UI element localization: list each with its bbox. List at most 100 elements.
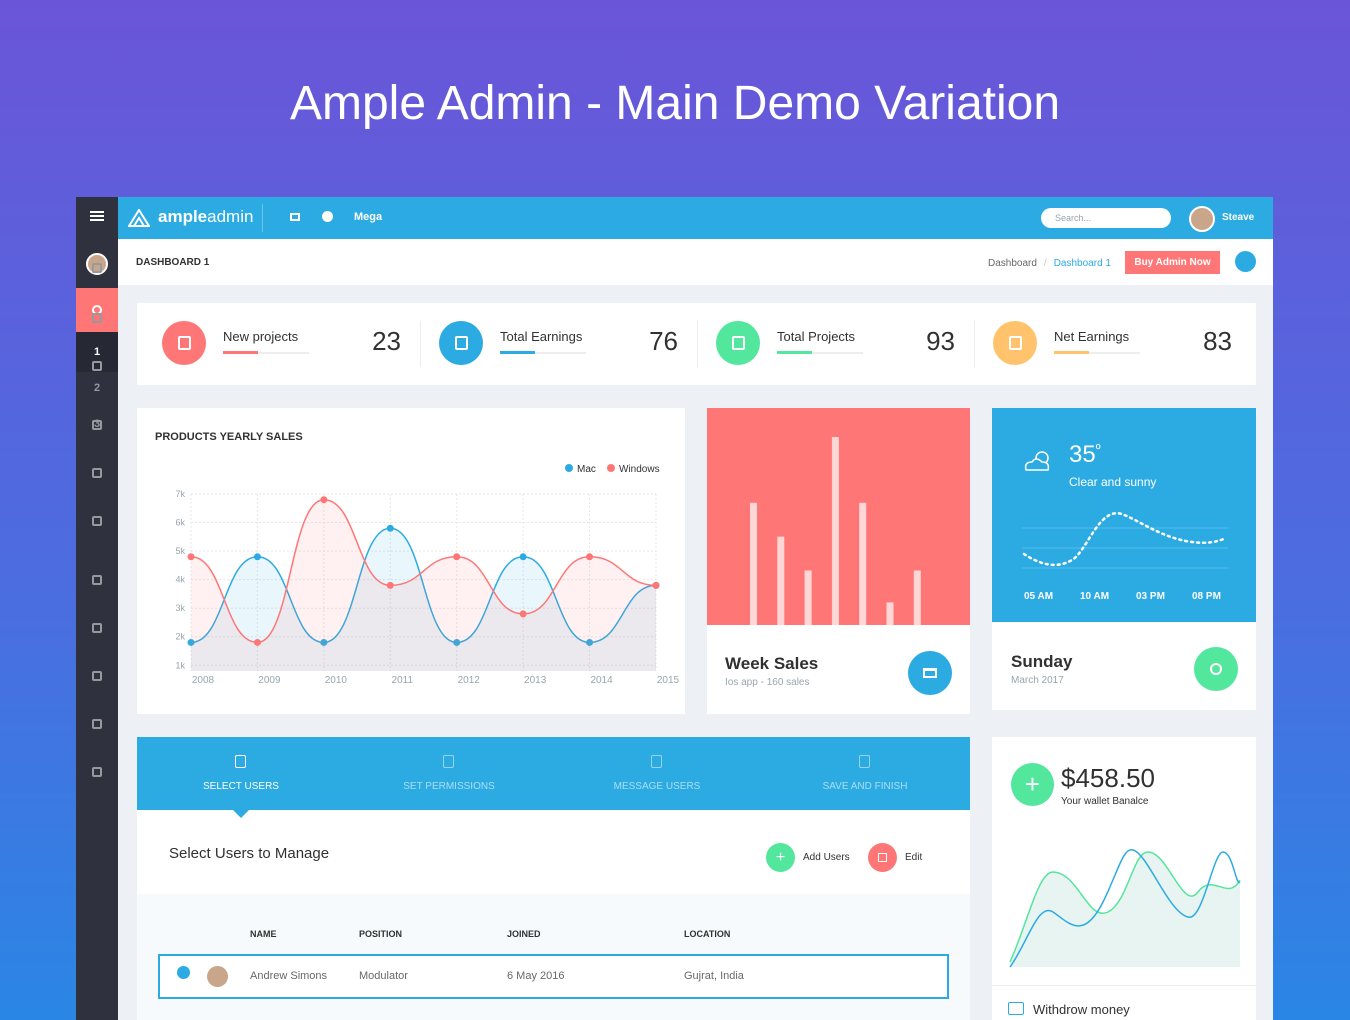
stat-progress (1054, 351, 1089, 354)
crumbs: Dashboard / Dashboard 1 (988, 258, 1111, 269)
sidebar-item[interactable]: 3 (93, 418, 101, 430)
y-tick-label: 6k (175, 518, 185, 528)
stat-track (777, 352, 863, 354)
user-avatar[interactable] (1189, 206, 1215, 232)
table-cell: Gujrat, India (684, 970, 744, 982)
temperature-value: 35 (1069, 441, 1096, 468)
hero-title: Ample Admin - Main Demo Variation (289, 77, 1061, 130)
sidebar-icon[interactable] (92, 719, 102, 729)
stat-label: Total Earnings (500, 329, 583, 344)
cart-button[interactable] (908, 651, 952, 695)
topbar: ampleadmin Mega Search... Steave (118, 197, 1273, 239)
page-title: DASHBOARD 1 (136, 257, 210, 268)
stat-label: New projects (223, 329, 299, 344)
tab[interactable]: SAVE AND FINISH (822, 781, 908, 792)
crumb[interactable]: Dashboard 1 (1053, 258, 1111, 269)
tab-icon (859, 755, 870, 768)
sidebar-icon[interactable] (92, 263, 102, 273)
menu-icon[interactable] (90, 211, 104, 213)
sales-card: PRODUCTS YEARLY SALES 1k 2k 3k 4k 5k 6k 7k 2008… (137, 408, 685, 714)
point (253, 638, 261, 646)
week-sales-subtitle: Ios app - 160 sales (725, 677, 810, 688)
stat-progress (500, 351, 535, 354)
stat-icon (993, 321, 1037, 365)
add-icon[interactable]: + (766, 843, 795, 872)
sidebar-icon[interactable] (92, 623, 102, 633)
condition: Clear and sunny (1069, 475, 1157, 489)
point (386, 524, 394, 532)
point (386, 581, 394, 589)
search-box[interactable]: Search... (1041, 208, 1171, 228)
sidebar-icon[interactable] (92, 468, 102, 478)
mega-menu[interactable]: Mega (354, 211, 383, 223)
bar (777, 536, 785, 625)
withdraw[interactable]: Withdrow money (1033, 1002, 1130, 1017)
logo-light: admin (207, 207, 254, 226)
wallet-add[interactable]: + (1011, 763, 1054, 806)
logo[interactable]: ampleadmin (158, 207, 253, 227)
legend-marker (607, 464, 615, 472)
sidebar-icon[interactable] (92, 575, 102, 585)
app: 1 2 3 ampleadmin Mega Search... Steave DAS… (76, 197, 1273, 1020)
bar (859, 502, 867, 625)
point (187, 638, 195, 646)
table-row[interactable] (158, 954, 949, 999)
stat-progress (223, 351, 258, 354)
row-avatar (207, 966, 228, 987)
sidebar-item[interactable]: 1 (93, 346, 101, 358)
sidebar-icon[interactable] (92, 767, 102, 777)
check-icon[interactable] (322, 211, 333, 222)
stat-icon (439, 321, 483, 365)
tab[interactable]: SELECT USERS (203, 781, 279, 792)
temperature: 35º (1069, 441, 1100, 469)
stat-track (223, 352, 309, 354)
point (453, 638, 461, 646)
row-check[interactable] (177, 966, 190, 979)
sun-button[interactable] (1194, 647, 1238, 691)
stat-icon (716, 321, 760, 365)
point (320, 638, 328, 646)
bar (831, 437, 839, 625)
wallet-chart (1009, 849, 1241, 968)
tab[interactable]: SET PERMISSIONS (403, 781, 495, 792)
point (187, 553, 195, 561)
table-cell: 6 May 2016 (507, 970, 565, 982)
wizard-card: SELECT USERS SET PERMISSIONS MESSAGE USERS… (137, 737, 970, 1020)
time-label: 03 PM (1136, 591, 1165, 602)
settings-button[interactable] (1235, 251, 1256, 272)
bar (886, 602, 894, 625)
x-tick-label: 2011 (392, 675, 414, 686)
buy-button[interactable]: Buy Admin Now (1125, 251, 1220, 274)
sidebar-icon[interactable] (92, 671, 102, 681)
edit[interactable]: Edit (905, 852, 923, 863)
wallet-card: + $458.50 Your wallet Banalce Withdrow m… (992, 737, 1256, 1020)
point (586, 553, 594, 561)
table-cell: Andrew Simons (250, 970, 328, 982)
stat-label: Net Earnings (1054, 329, 1130, 344)
stat-icon (162, 321, 206, 365)
sidebar-icon[interactable] (92, 420, 102, 430)
chart-title: PRODUCTS YEARLY SALES (155, 431, 303, 443)
stat-value: 83 (1203, 326, 1232, 356)
point (253, 553, 261, 561)
stat-divider (974, 321, 975, 367)
sidebar: 1 2 3 (76, 197, 118, 1020)
sidebar-item[interactable]: 2 (93, 382, 101, 394)
sidebar-icon[interactable] (92, 516, 102, 526)
sidebar-icon[interactable] (92, 361, 102, 371)
edit-icon[interactable] (868, 843, 897, 872)
tab[interactable]: MESSAGE USERS (613, 781, 701, 792)
mail-icon[interactable] (290, 213, 300, 221)
crumb[interactable]: Dashboard (988, 258, 1037, 269)
point (519, 610, 527, 618)
sidebar-icon[interactable] (92, 313, 102, 323)
area (191, 499, 656, 671)
y-tick-label: 5k (175, 546, 185, 556)
temperature-unit: º (1095, 441, 1101, 456)
add-users[interactable]: Add Users (803, 852, 850, 863)
week-sales-card: Week Sales Ios app - 160 sales (707, 408, 970, 714)
stat-track (500, 352, 586, 354)
active-item[interactable] (76, 288, 118, 332)
user-name[interactable]: Steave (1222, 212, 1255, 223)
